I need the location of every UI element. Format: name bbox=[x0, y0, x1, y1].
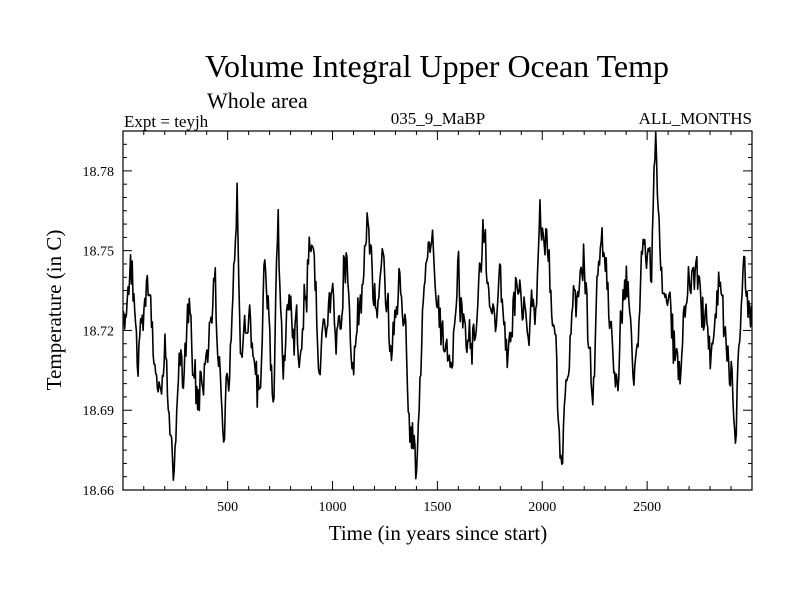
x-tick-label: 2500 bbox=[633, 500, 661, 515]
experiment-label: Expt = teyjh bbox=[124, 112, 209, 131]
run-label: 035_9_MaBP bbox=[391, 109, 485, 128]
chart-subtitle: Whole area bbox=[207, 88, 308, 113]
plot-frame bbox=[122, 130, 753, 491]
y-tick-label: 18.72 bbox=[83, 324, 115, 339]
plot-area bbox=[122, 131, 753, 481]
axis-ticks bbox=[123, 130, 752, 491]
x-tick-label: 1000 bbox=[319, 500, 347, 515]
axis-tick-labels: 500 1000 1500 2000 2500 18.66 18.69 18.72 18.75 1… bbox=[83, 165, 662, 515]
chart-title: Volume Integral Upper Ocean Temp bbox=[205, 48, 669, 84]
y-tick-label: 18.75 bbox=[83, 245, 115, 260]
months-label: ALL_MONTHS bbox=[639, 109, 752, 128]
x-tick-label: 1500 bbox=[423, 500, 451, 515]
y-tick-label: 18.66 bbox=[83, 484, 115, 499]
y-tick-label: 18.69 bbox=[83, 404, 115, 419]
x-tick-label: 2000 bbox=[528, 500, 556, 515]
y-tick-label: 18.78 bbox=[83, 165, 115, 180]
temperature-series-line bbox=[122, 131, 753, 481]
y-axis-label: Temperature (in C) bbox=[42, 230, 66, 391]
x-axis-label: Time (in years since start) bbox=[329, 521, 548, 545]
x-tick-label: 500 bbox=[217, 500, 238, 515]
